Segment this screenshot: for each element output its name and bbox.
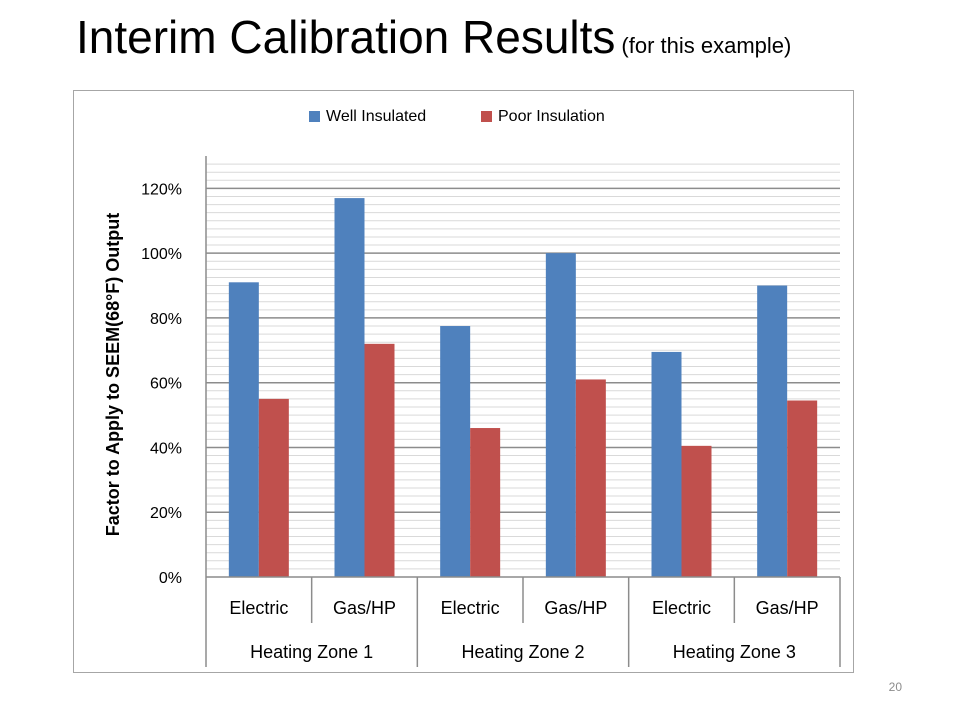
bar (364, 343, 395, 577)
x-tick-label: Gas/HP (756, 598, 819, 618)
bar (258, 398, 289, 577)
bar (651, 351, 682, 577)
bar (334, 198, 365, 577)
legend-entry: Well Insulated (326, 108, 426, 125)
legend-entry: Poor Insulation (498, 108, 605, 125)
chart-frame: 0% 20% 40% 60% 80% 100% 120% Factor to Apply to… (73, 90, 854, 673)
bar (757, 285, 788, 577)
x-tick-label: Electric (229, 598, 288, 618)
group-label: Heating Zone 1 (250, 642, 373, 662)
x-tick-label: Gas/HP (544, 598, 607, 618)
bar (440, 326, 471, 577)
bar (787, 400, 818, 577)
bar-chart: 0% 20% 40% 60% 80% 100% 120% Factor to Apply to… (103, 108, 841, 667)
x-tick-label: Electric (652, 598, 711, 618)
group-label: Heating Zone 2 (461, 642, 584, 662)
slide-title: Interim Calibration Results (for this exa… (76, 10, 791, 64)
bar (545, 253, 576, 577)
y-tick-label: 0% (159, 570, 182, 587)
y-axis-label: Factor to Apply to SEEM(68°F) Output (103, 213, 123, 537)
slide-title-main: Interim Calibration Results (76, 11, 616, 63)
legend-swatch (309, 111, 320, 122)
y-tick-label: 20% (150, 505, 182, 522)
group-label: Heating Zone 3 (673, 642, 796, 662)
slide-number: 20 (888, 680, 902, 694)
legend-swatch (481, 111, 492, 122)
y-tick-label: 120% (141, 181, 182, 198)
slide-title-subtitle: (for this example) (621, 33, 792, 58)
x-tick-label: Gas/HP (333, 598, 396, 618)
y-tick-label: 100% (141, 246, 182, 263)
bar (575, 379, 606, 577)
y-tick-label: 60% (150, 376, 182, 393)
bar (681, 445, 712, 577)
y-tick-label: 40% (150, 440, 182, 457)
bar (470, 428, 501, 577)
bar (228, 282, 259, 577)
y-tick-label: 80% (150, 311, 182, 328)
x-tick-label: Electric (441, 598, 500, 618)
